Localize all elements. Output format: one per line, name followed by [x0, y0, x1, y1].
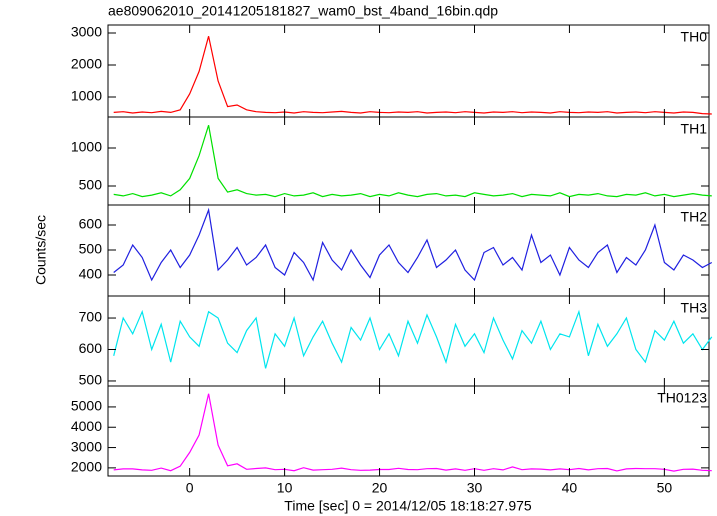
x-tick-label: 10: [277, 480, 293, 496]
light-curve: [113, 36, 712, 115]
y-tick-label: 3000: [71, 438, 102, 454]
x-tick-label: 30: [467, 480, 483, 496]
y-tick-label: 4000: [71, 418, 102, 434]
panel-frame: [107, 204, 710, 297]
y-tick-label: 500: [79, 177, 103, 193]
panel-frame: [107, 24, 710, 118]
y-tick-label: 1000: [71, 88, 102, 104]
light-curve: [113, 207, 713, 282]
panel-label: TH1: [681, 121, 708, 137]
panel-label: TH0: [681, 29, 708, 45]
x-tick-label: 20: [372, 480, 388, 496]
y-tick-label: 5000: [71, 398, 102, 414]
y-tick-label: 2000: [71, 56, 102, 72]
panel-frame: [107, 295, 710, 387]
x-tick-label: 0: [186, 480, 194, 496]
y-tick-label: 2000: [71, 459, 102, 475]
y-tick-label: 700: [79, 309, 103, 325]
y-tick-label: 600: [79, 340, 103, 356]
panel-label: TH2: [681, 209, 708, 225]
panel-frame: [107, 116, 710, 206]
panel-label: TH3: [681, 300, 708, 316]
y-tick-label: 1000: [71, 139, 102, 155]
y-tick-label: 400: [79, 266, 103, 282]
y-axis-label: Counts/sec: [33, 215, 49, 285]
x-tick-label: 50: [657, 480, 673, 496]
chart-title: ae809062010_20141205181827_wam0_bst_4ban…: [108, 3, 498, 19]
panel-label: TH0123: [657, 390, 707, 406]
light-curve: [113, 393, 712, 472]
panel-frame: [107, 385, 710, 477]
light-curve: [113, 125, 712, 198]
light-curve: [113, 309, 713, 369]
y-tick-label: 3000: [71, 24, 102, 40]
x-tick-label: 40: [562, 480, 578, 496]
y-tick-label: 500: [79, 241, 103, 257]
x-axis-label: Time [sec] 0 = 2014/12/05 18:18:27.975: [284, 498, 532, 514]
y-tick-label: 600: [79, 216, 103, 232]
y-tick-label: 500: [79, 372, 103, 388]
